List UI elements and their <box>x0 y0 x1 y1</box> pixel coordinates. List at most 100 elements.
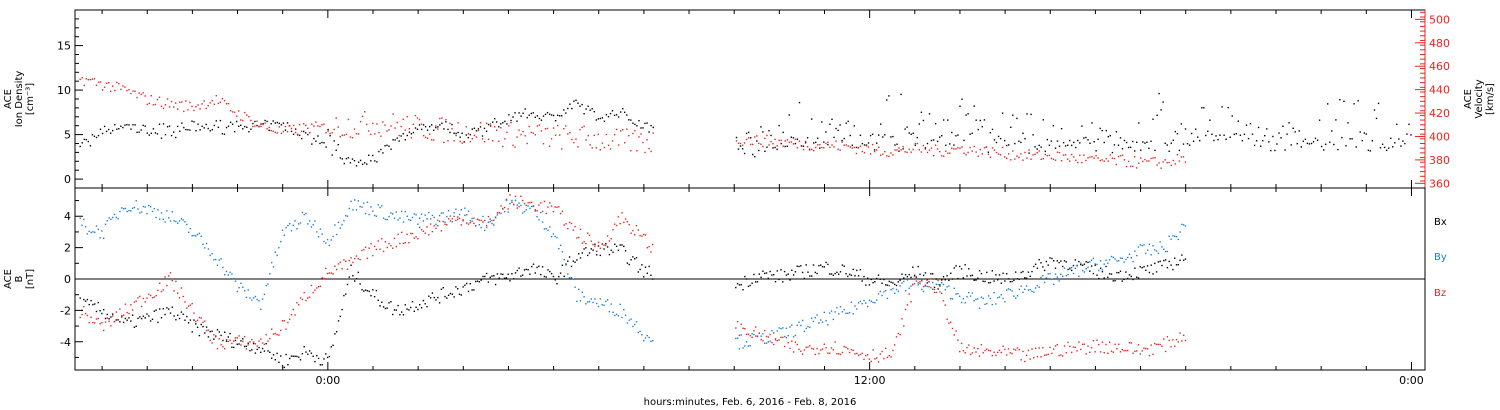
density-point <box>244 125 246 128</box>
b-bz-point <box>106 317 108 319</box>
density-point <box>1245 124 1248 126</box>
velocity-point <box>735 140 738 142</box>
b-axis-label-line: [nT] <box>25 269 36 289</box>
b-by-point <box>812 320 815 323</box>
density-point <box>335 149 337 151</box>
b-bz-point <box>814 353 816 356</box>
b-by-point <box>1063 267 1066 269</box>
density-point <box>1115 131 1118 133</box>
b-by-point <box>950 298 952 300</box>
velocity-point <box>886 155 888 157</box>
velocity-point <box>1099 159 1101 162</box>
b-bx-point <box>182 313 184 315</box>
b-by-point <box>249 297 251 299</box>
b-bz-point <box>377 240 379 242</box>
velocity-point <box>475 136 478 138</box>
b-bx-point <box>1071 269 1073 272</box>
b-bx-point <box>579 257 582 259</box>
b-bx-point <box>915 276 918 278</box>
density-point <box>851 144 853 146</box>
density-point <box>1235 133 1237 135</box>
b-bz-point <box>280 329 282 332</box>
b-by-point <box>1047 273 1049 275</box>
velocity-point <box>264 122 266 124</box>
b-bx-point <box>303 346 305 348</box>
density-point <box>142 124 144 127</box>
b-by-point <box>88 230 90 232</box>
b-bz-point <box>529 201 531 204</box>
velocity-point <box>315 121 317 123</box>
density-point <box>1371 140 1374 142</box>
b-bz-point <box>126 311 128 314</box>
b-bz-point <box>336 268 338 271</box>
b-by-point <box>545 228 547 230</box>
velocity-point <box>465 126 467 128</box>
velocity-point <box>126 89 128 92</box>
b-by-point <box>780 328 782 330</box>
density-point <box>1325 143 1327 145</box>
velocity-point <box>469 140 471 143</box>
density-point <box>768 130 770 132</box>
b-bx-point <box>243 345 246 348</box>
density-point <box>1400 145 1402 147</box>
density-point <box>1221 106 1223 108</box>
velocity-point <box>569 132 571 134</box>
density-point <box>351 158 354 160</box>
density-point <box>1237 120 1239 122</box>
b-by-point <box>440 212 443 214</box>
b-by-point <box>211 253 213 255</box>
b-bx-point <box>946 275 948 277</box>
density-point <box>1064 145 1067 147</box>
b-by-point <box>1164 250 1167 253</box>
b-by-point <box>518 202 520 204</box>
velocity-point <box>597 133 599 136</box>
velocity-point <box>303 123 305 125</box>
velocity-point <box>1083 154 1085 156</box>
b-bx-point <box>570 265 573 268</box>
b-bx-point <box>1047 264 1049 266</box>
velocity-point <box>1109 154 1111 156</box>
b-by-point <box>460 209 462 211</box>
velocity-point <box>615 128 618 131</box>
b-bx-point <box>603 248 605 250</box>
velocity-point <box>1121 154 1124 156</box>
b-by-point <box>1119 257 1122 259</box>
density-point <box>146 132 148 134</box>
b-by-point <box>641 334 643 336</box>
b-bx-point <box>1168 260 1170 263</box>
b-by-point <box>431 214 434 217</box>
velocity-point <box>833 146 835 148</box>
b-bx-point <box>280 355 282 357</box>
b-bz-point <box>140 305 143 308</box>
b-bx-point <box>435 299 437 301</box>
b-bx-point <box>792 274 795 276</box>
b-by-point <box>294 220 296 222</box>
b-by-point <box>159 218 161 220</box>
density-point <box>398 140 400 142</box>
density-point <box>418 124 421 126</box>
velocity-point <box>492 140 494 142</box>
b-bz-point <box>81 313 83 316</box>
velocity-point <box>512 144 514 147</box>
b-bz-point <box>1108 341 1111 343</box>
b-bz-point <box>1040 356 1042 358</box>
velocity-point <box>327 130 329 132</box>
velocity-point <box>331 132 333 134</box>
velocity-point <box>120 88 122 91</box>
b-bx-point <box>997 279 999 281</box>
density-point <box>957 134 959 136</box>
b-bx-point <box>195 323 197 325</box>
b-by-point <box>883 291 885 293</box>
density-point <box>512 116 514 118</box>
density-point <box>599 117 601 120</box>
b-bx-point <box>823 266 825 268</box>
density-point <box>1243 133 1246 135</box>
b-bx-point <box>1053 260 1055 262</box>
density-point <box>1223 134 1225 136</box>
b-bz-point <box>1116 348 1118 350</box>
b-by-point <box>1130 257 1132 259</box>
b-bx-point <box>162 308 164 310</box>
velocity-point <box>223 99 226 102</box>
b-bx-point <box>1152 273 1154 275</box>
b-bx-point <box>545 276 547 278</box>
